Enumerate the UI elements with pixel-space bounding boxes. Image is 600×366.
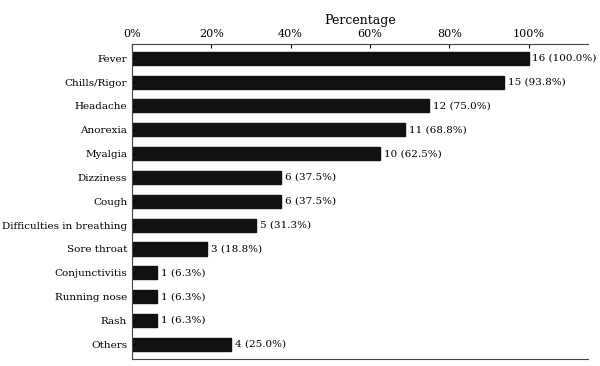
Bar — [132, 195, 281, 208]
Text: 3 (18.8%): 3 (18.8%) — [211, 244, 262, 254]
Text: 15 (93.8%): 15 (93.8%) — [508, 78, 566, 87]
Bar — [132, 147, 380, 160]
Bar — [132, 219, 256, 232]
Text: 16 (100.0%): 16 (100.0%) — [532, 54, 597, 63]
Text: 11 (68.8%): 11 (68.8%) — [409, 125, 467, 134]
Text: 1 (6.3%): 1 (6.3%) — [161, 316, 205, 325]
Text: 4 (25.0%): 4 (25.0%) — [235, 340, 286, 349]
Bar — [132, 123, 405, 136]
Text: 12 (75.0%): 12 (75.0%) — [433, 101, 491, 111]
Bar — [132, 290, 157, 303]
Text: 1 (6.3%): 1 (6.3%) — [161, 268, 205, 277]
Bar — [132, 75, 504, 89]
Text: 1 (6.3%): 1 (6.3%) — [161, 292, 205, 301]
Bar — [132, 338, 231, 351]
Bar — [132, 242, 206, 255]
X-axis label: Percentage: Percentage — [324, 14, 396, 26]
Bar — [132, 314, 157, 327]
Text: 6 (37.5%): 6 (37.5%) — [284, 173, 336, 182]
Text: 6 (37.5%): 6 (37.5%) — [284, 197, 336, 206]
Bar — [132, 171, 281, 184]
Bar — [132, 99, 430, 112]
Bar — [132, 266, 157, 279]
Text: 5 (31.3%): 5 (31.3%) — [260, 221, 311, 229]
Text: 10 (62.5%): 10 (62.5%) — [384, 149, 442, 158]
Bar — [132, 52, 529, 65]
